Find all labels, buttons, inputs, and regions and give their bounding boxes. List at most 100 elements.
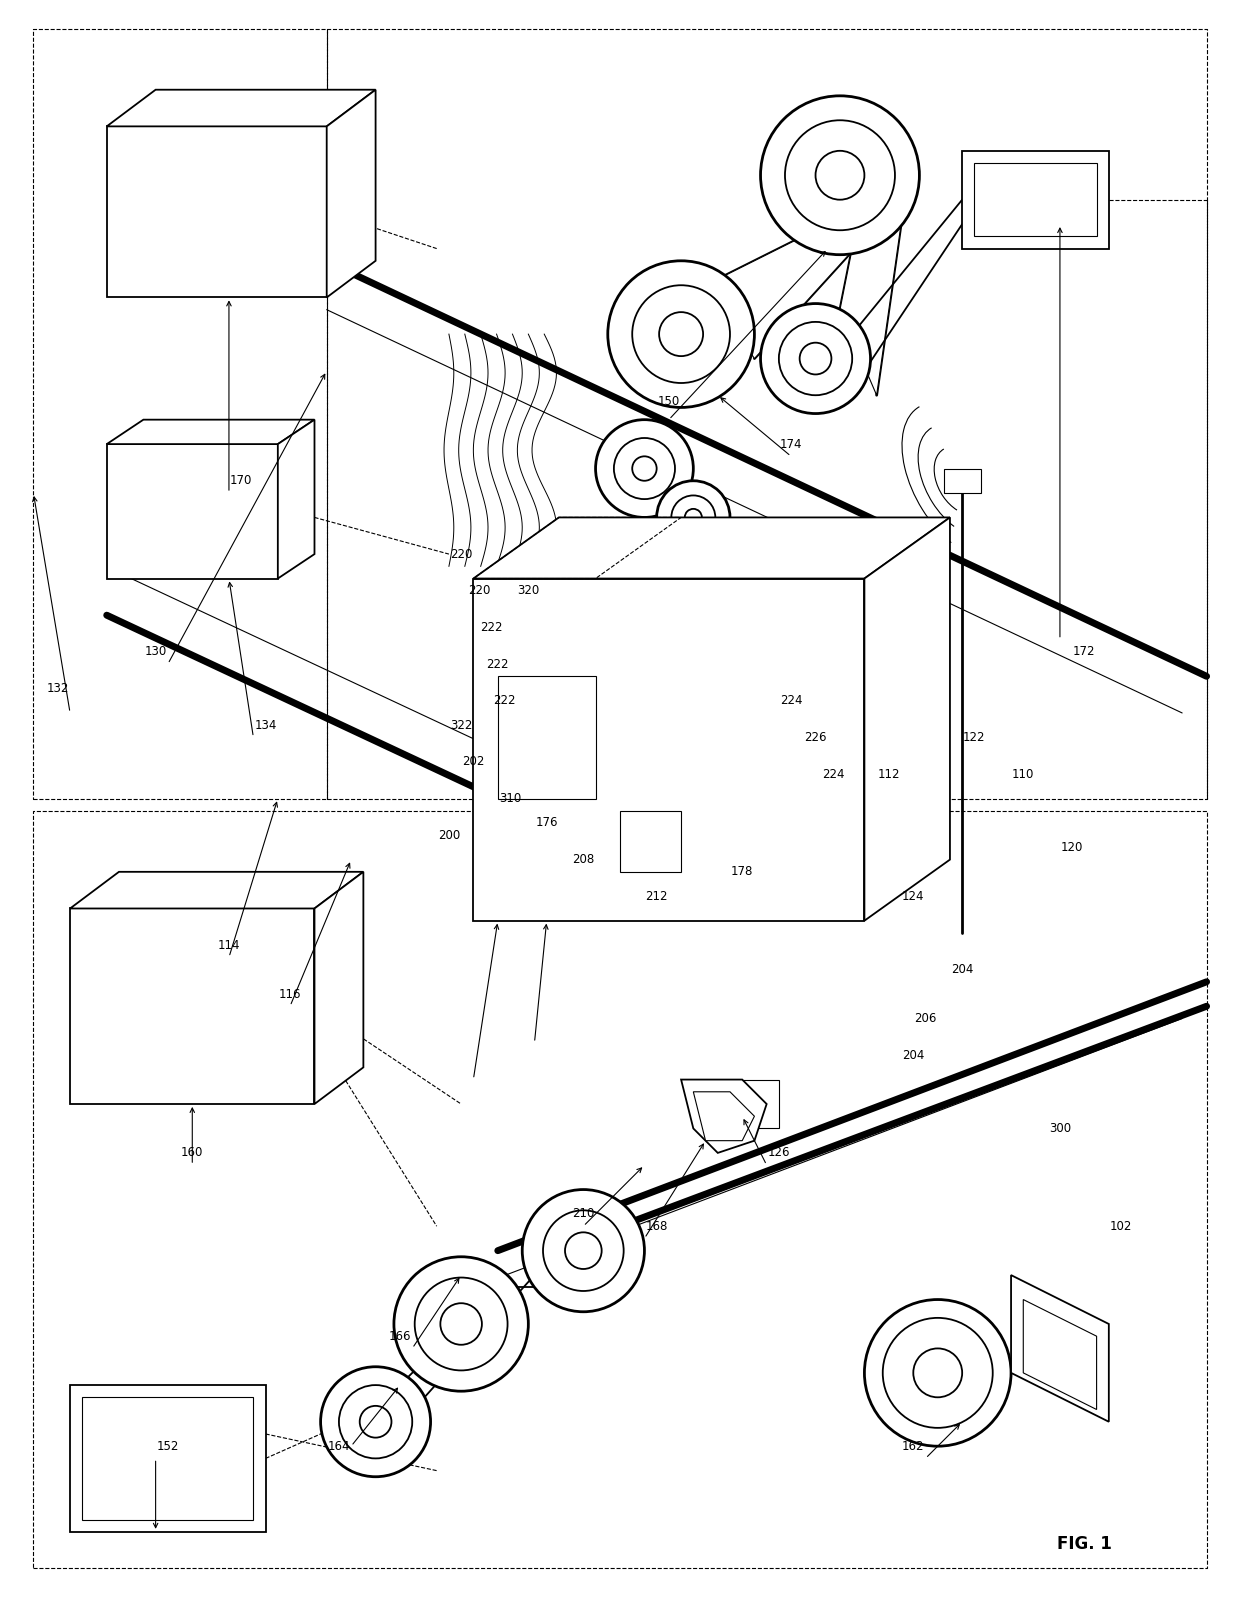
Text: 222: 222	[486, 658, 510, 671]
Text: 166: 166	[389, 1330, 412, 1343]
Circle shape	[660, 311, 703, 356]
Text: 114: 114	[218, 939, 241, 952]
Polygon shape	[107, 420, 315, 444]
Text: 170: 170	[229, 474, 253, 487]
Bar	[718, 1080, 779, 1129]
Text: 162: 162	[901, 1439, 925, 1453]
Circle shape	[321, 1367, 430, 1477]
Polygon shape	[107, 89, 376, 126]
Text: 202: 202	[463, 755, 485, 768]
Circle shape	[671, 495, 715, 540]
Circle shape	[339, 1385, 412, 1458]
Text: FIG. 1: FIG. 1	[1056, 1535, 1112, 1552]
Polygon shape	[681, 1080, 766, 1153]
Text: 224: 224	[780, 695, 802, 707]
Text: 204: 204	[903, 1049, 925, 1062]
Circle shape	[595, 420, 693, 517]
Polygon shape	[326, 89, 376, 297]
Circle shape	[864, 1300, 1011, 1447]
Polygon shape	[693, 554, 779, 640]
Circle shape	[394, 1257, 528, 1391]
Text: 178: 178	[732, 866, 754, 878]
Polygon shape	[962, 150, 1109, 249]
Bar	[944, 468, 981, 493]
Text: 176: 176	[536, 816, 558, 829]
Text: 124: 124	[901, 890, 925, 902]
Circle shape	[614, 438, 675, 500]
Text: 164: 164	[327, 1439, 350, 1453]
Polygon shape	[706, 567, 766, 628]
Polygon shape	[839, 224, 901, 394]
Circle shape	[360, 1405, 392, 1437]
Text: 208: 208	[572, 853, 594, 866]
Polygon shape	[315, 872, 363, 1104]
Text: 320: 320	[517, 585, 539, 597]
Circle shape	[608, 260, 754, 407]
Text: 116: 116	[279, 987, 301, 1001]
Text: 200: 200	[438, 829, 460, 842]
Text: 130: 130	[145, 645, 166, 658]
Text: 220: 220	[469, 585, 491, 597]
Circle shape	[657, 481, 730, 554]
Polygon shape	[1011, 1274, 1109, 1421]
Polygon shape	[645, 493, 718, 541]
Circle shape	[414, 1278, 507, 1370]
Text: 212: 212	[645, 890, 668, 902]
Circle shape	[760, 96, 919, 254]
Polygon shape	[975, 163, 1096, 236]
Circle shape	[816, 150, 864, 200]
Polygon shape	[864, 517, 950, 921]
Text: 132: 132	[47, 682, 69, 695]
Polygon shape	[107, 126, 326, 297]
Text: 310: 310	[498, 792, 521, 805]
Text: 102: 102	[1110, 1220, 1132, 1233]
Text: 150: 150	[657, 394, 680, 407]
Circle shape	[779, 323, 852, 394]
Text: 322: 322	[450, 719, 472, 731]
Text: 204: 204	[951, 963, 973, 976]
Bar	[71, 1385, 265, 1532]
Polygon shape	[278, 420, 315, 578]
Text: 300: 300	[1049, 1123, 1071, 1135]
Text: 160: 160	[181, 1147, 203, 1159]
Text: 168: 168	[646, 1220, 668, 1233]
Text: 206: 206	[914, 1012, 936, 1025]
Text: 226: 226	[805, 731, 827, 744]
Polygon shape	[71, 909, 315, 1104]
Circle shape	[565, 1233, 601, 1270]
Text: 110: 110	[1012, 768, 1034, 781]
Circle shape	[760, 303, 870, 414]
Circle shape	[522, 1190, 645, 1311]
Polygon shape	[474, 517, 950, 578]
Polygon shape	[107, 444, 278, 578]
Polygon shape	[71, 872, 363, 909]
Text: 120: 120	[1061, 842, 1084, 854]
Polygon shape	[693, 1092, 754, 1140]
Text: 220: 220	[450, 548, 472, 561]
Text: 112: 112	[878, 768, 900, 781]
Text: 222: 222	[492, 695, 515, 707]
Bar	[82, 1397, 253, 1519]
Text: 126: 126	[768, 1147, 790, 1159]
Circle shape	[632, 457, 657, 481]
Bar	[620, 811, 681, 872]
Bar	[497, 676, 595, 798]
Text: 224: 224	[822, 768, 846, 781]
Circle shape	[632, 286, 730, 383]
Text: 210: 210	[572, 1207, 594, 1220]
Text: 174: 174	[780, 438, 802, 450]
Circle shape	[440, 1303, 482, 1345]
Text: 222: 222	[480, 621, 503, 634]
Text: 152: 152	[156, 1439, 179, 1453]
Text: 122: 122	[963, 731, 986, 744]
Polygon shape	[706, 224, 877, 359]
Circle shape	[543, 1211, 624, 1290]
Circle shape	[684, 509, 702, 525]
Circle shape	[883, 1318, 993, 1428]
Polygon shape	[474, 578, 864, 921]
Text: 134: 134	[254, 719, 277, 731]
Circle shape	[785, 120, 895, 230]
Text: 172: 172	[1073, 645, 1096, 658]
Circle shape	[914, 1348, 962, 1397]
Circle shape	[800, 343, 831, 374]
